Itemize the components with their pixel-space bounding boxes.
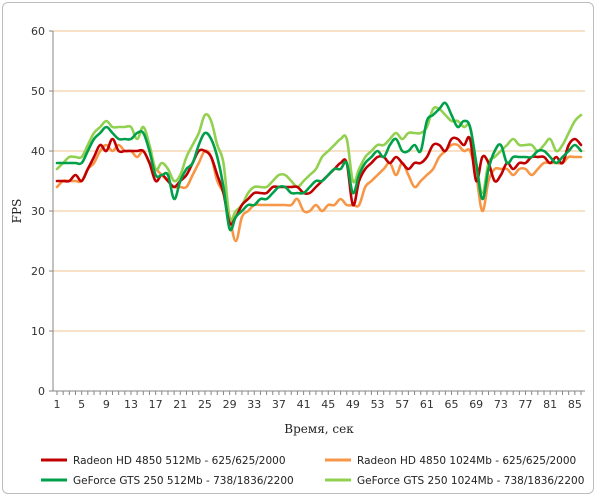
y-tick-label: 0 (38, 385, 45, 398)
y-tick-label: 60 (31, 25, 45, 38)
legend-label-3: GeForce GTS 250 512Mb - 738/1836/2200 (73, 475, 294, 487)
axes (49, 30, 585, 395)
x-tick-label: 49 (346, 398, 360, 411)
x-axis-title: Время, сек (284, 422, 354, 436)
line-chart: 0 10 20 30 40 50 60 1 5 9 13 17 21 25 29 33 37 41 45 49 53 5… (10, 25, 585, 487)
y-axis-title: FPS (10, 199, 24, 224)
x-tick-label: 57 (395, 398, 409, 411)
y-tick-label: 10 (31, 325, 45, 338)
y-tick-labels: 0 10 20 30 40 50 60 (31, 25, 45, 398)
x-tick-labels: 1 5 9 13 17 21 25 29 33 37 41 45 49 53 57 61 65 69 73 77 81 8… (54, 398, 582, 411)
series-line-4 (55, 106, 583, 222)
x-tick-label: 77 (519, 398, 533, 411)
series-lines (55, 101, 583, 243)
x-tick-label: 9 (103, 398, 110, 411)
x-tick-label: 69 (469, 398, 483, 411)
x-tick-label: 65 (445, 398, 459, 411)
series-line-3 (55, 101, 583, 232)
x-tick-label: 13 (124, 398, 138, 411)
x-tick-label: 41 (297, 398, 311, 411)
series-line-1 (55, 135, 583, 226)
legend-label-4: GeForce GTS 250 1024Mb - 738/1836/2200 (357, 475, 584, 487)
x-tick-label: 45 (321, 398, 335, 411)
legend-label-2: Radeon HD 4850 1024Mb - 625/625/2000 (357, 455, 576, 467)
x-tick-label: 85 (568, 398, 582, 411)
x-tick-label: 25 (198, 398, 212, 411)
chart-frame: 0 10 20 30 40 50 60 1 5 9 13 17 21 25 29 33 37 41 45 49 53 5… (2, 2, 594, 494)
legend-label-1: Radeon HD 4850 512Mb - 625/625/2000 (73, 455, 286, 467)
x-tick-label: 37 (272, 398, 286, 411)
y-tick-label: 50 (31, 85, 45, 98)
x-tick-label: 53 (371, 398, 385, 411)
x-tick-label: 5 (78, 398, 85, 411)
x-tick-label: 17 (149, 398, 163, 411)
y-tick-label: 30 (31, 205, 45, 218)
legend: Radeon HD 4850 512Mb - 625/625/2000 Radeo… (41, 455, 584, 487)
y-tick-label: 20 (31, 265, 45, 278)
y-tick-label: 40 (31, 145, 45, 158)
x-tick-label: 73 (494, 398, 508, 411)
x-tick-label: 21 (173, 398, 187, 411)
x-tick-label: 1 (54, 398, 61, 411)
x-tick-label: 81 (543, 398, 557, 411)
series-line-2 (55, 142, 583, 243)
x-tick-label: 33 (247, 398, 261, 411)
x-tick-label: 61 (420, 398, 434, 411)
x-tick-label: 29 (223, 398, 237, 411)
